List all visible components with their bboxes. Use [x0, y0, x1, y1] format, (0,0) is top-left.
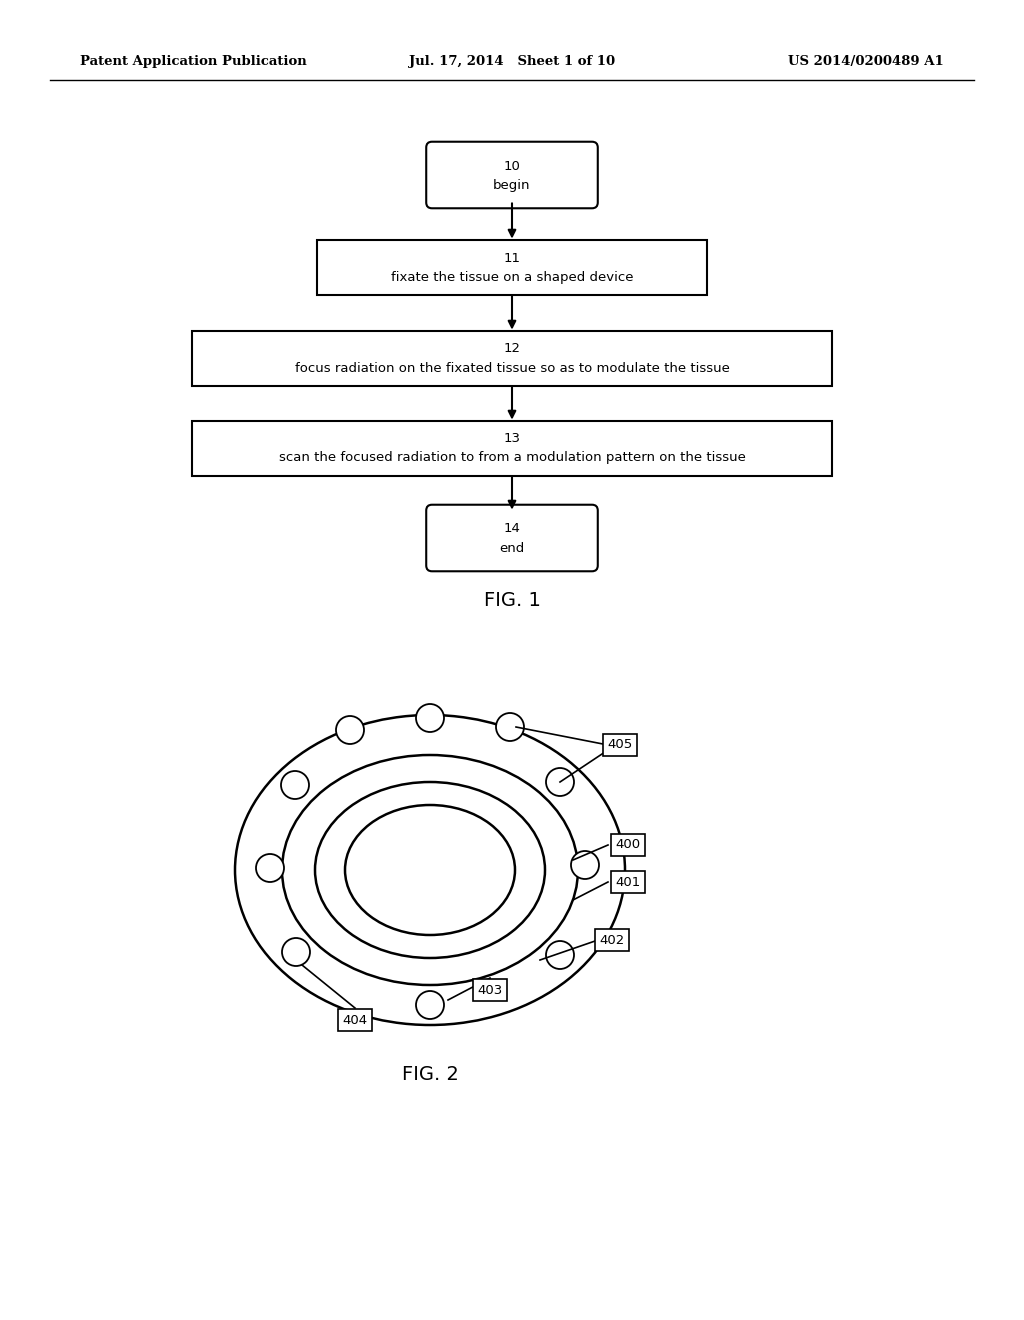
Text: Patent Application Publication: Patent Application Publication — [80, 55, 307, 69]
Text: 402: 402 — [599, 933, 625, 946]
Circle shape — [256, 854, 284, 882]
Text: fixate the tissue on a shaped device: fixate the tissue on a shaped device — [391, 271, 633, 284]
Text: 14: 14 — [504, 523, 520, 536]
Text: 403: 403 — [477, 983, 503, 997]
Text: 400: 400 — [615, 838, 641, 851]
Text: focus radiation on the fixated tissue so as to modulate the tissue: focus radiation on the fixated tissue so… — [295, 362, 729, 375]
Circle shape — [416, 991, 444, 1019]
Text: 404: 404 — [342, 1014, 368, 1027]
Bar — [317, 239, 707, 294]
Circle shape — [416, 704, 444, 733]
FancyBboxPatch shape — [426, 504, 598, 572]
Circle shape — [336, 715, 364, 744]
Text: 13: 13 — [504, 433, 520, 446]
Text: scan the focused radiation to from a modulation pattern on the tissue: scan the focused radiation to from a mod… — [279, 451, 745, 465]
Ellipse shape — [234, 715, 625, 1026]
Bar — [193, 421, 831, 475]
Bar — [193, 330, 831, 385]
Text: 11: 11 — [504, 252, 520, 264]
Text: 405: 405 — [607, 738, 633, 751]
Circle shape — [281, 771, 309, 799]
Circle shape — [571, 851, 599, 879]
Ellipse shape — [315, 781, 545, 958]
Text: US 2014/0200489 A1: US 2014/0200489 A1 — [788, 55, 944, 69]
Text: end: end — [500, 541, 524, 554]
Circle shape — [546, 768, 574, 796]
Ellipse shape — [345, 805, 515, 935]
Text: 10: 10 — [504, 160, 520, 173]
Ellipse shape — [282, 755, 578, 985]
FancyBboxPatch shape — [426, 141, 598, 209]
Text: FIG. 2: FIG. 2 — [401, 1065, 459, 1085]
Circle shape — [546, 941, 574, 969]
Circle shape — [282, 939, 310, 966]
Text: FIG. 1: FIG. 1 — [483, 590, 541, 610]
Circle shape — [496, 713, 524, 741]
Text: Jul. 17, 2014   Sheet 1 of 10: Jul. 17, 2014 Sheet 1 of 10 — [409, 55, 615, 69]
Text: 12: 12 — [504, 342, 520, 355]
Text: 401: 401 — [615, 875, 641, 888]
Text: begin: begin — [494, 178, 530, 191]
